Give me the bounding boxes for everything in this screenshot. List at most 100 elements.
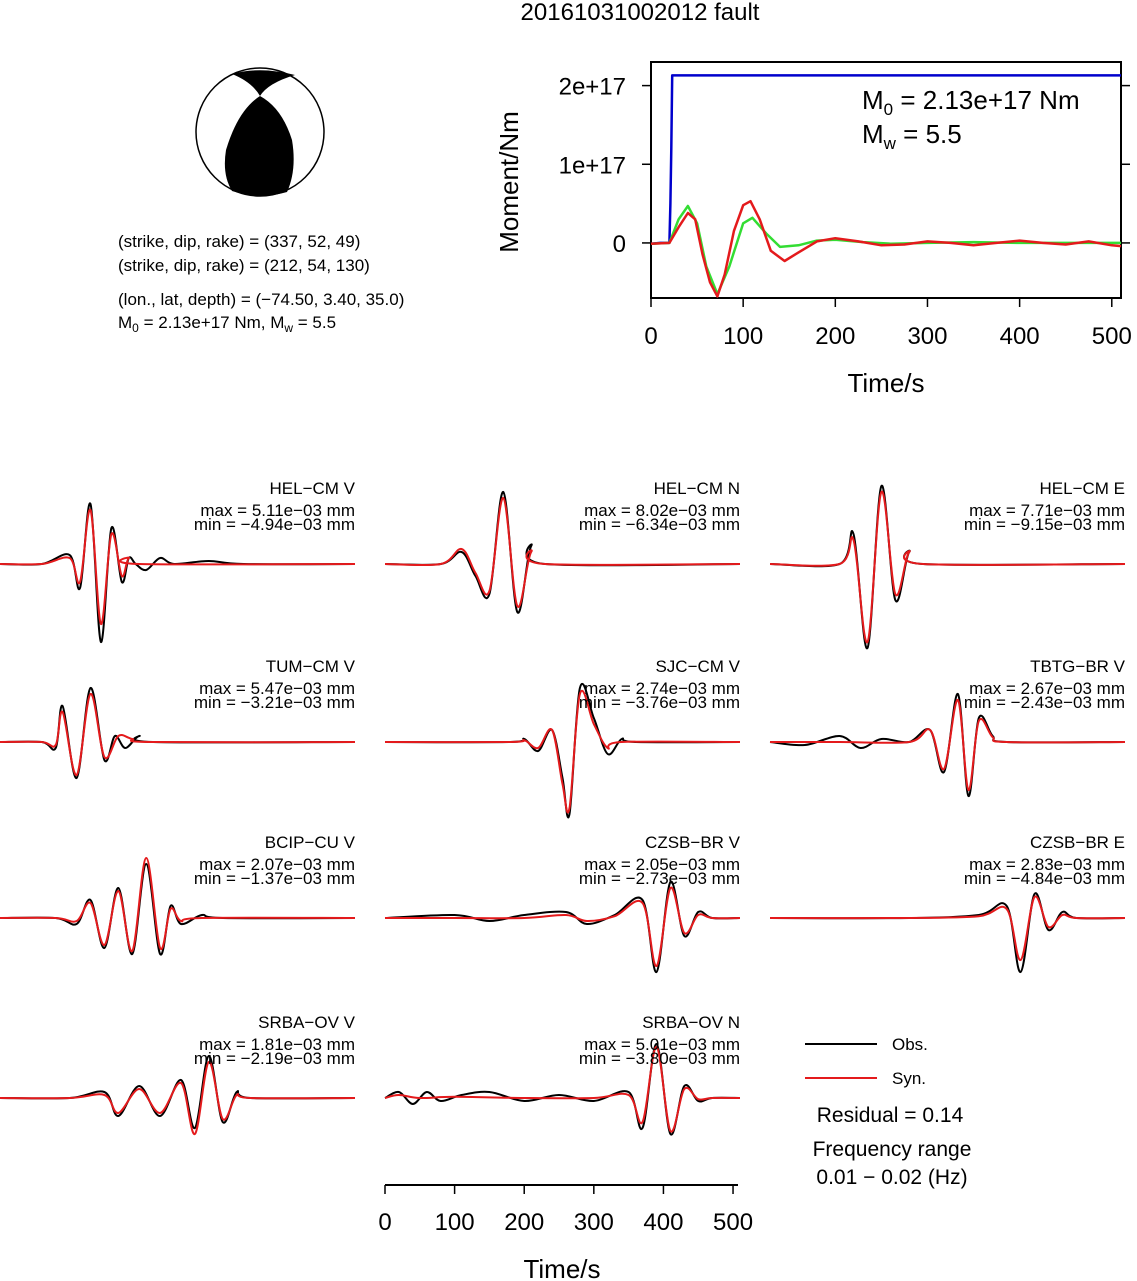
station-name: TUM−CM V [266, 657, 356, 676]
station-min: min = −4.94e−03 mm [194, 515, 355, 534]
synthetic-trace [384, 1045, 741, 1133]
station-name: SRBA−OV N [642, 1013, 740, 1032]
stf-x-tick-label: 100 [723, 323, 763, 350]
station-min: min = −2.73e−03 mm [579, 869, 740, 888]
observed-trace [384, 683, 741, 819]
station-max: max = 1.81e−03 mm [199, 1035, 355, 1054]
synthetic-trace [385, 886, 741, 968]
station-max: max = 2.83e−03 mm [969, 855, 1125, 874]
stf-x-tick-label: 200 [815, 323, 855, 350]
observed-trace [0, 1054, 356, 1130]
stf-y-ticks: 0 1e+17 2e+17 [559, 74, 1130, 258]
station-min: min = −1.37e−03 mm [194, 869, 355, 888]
location-label: (lon., lat, depth) = (−74.50, 3.40, 35.0… [118, 290, 404, 309]
synthetic-trace [769, 698, 1126, 792]
station-name: TBTG−BR V [1030, 657, 1126, 676]
time-axis-label: Time/s [523, 1254, 600, 1281]
plane-1-label: (strike, dip, rake) = (337, 52, 49) [118, 232, 360, 251]
station-max: max = 2.74e−03 mm [584, 679, 740, 698]
time-tick-label: 300 [574, 1209, 614, 1236]
stf-y-tick-label: 1e+17 [559, 152, 626, 179]
time-tick-label: 400 [643, 1209, 683, 1236]
station-max: max = 2.67e−03 mm [969, 679, 1125, 698]
stf-x-ticks: 0 100 200 300 400 500 [644, 298, 1132, 350]
stf-series-2 [650, 199, 1122, 298]
moment-label: M0 = 2.13e+17 Nm, Mw = 5.5 [118, 313, 336, 335]
synthetic-trace [769, 490, 1126, 644]
observed-trace [769, 892, 1126, 974]
stf-m0-annotation: M0 = 2.13e+17 Nm [862, 85, 1080, 119]
station-max: max = 7.71e−03 mm [969, 501, 1125, 520]
mechanism-info: (strike, dip, rake) = (337, 52, 49) (str… [118, 232, 404, 335]
time-tick-label: 100 [435, 1209, 475, 1236]
stf-x-label: Time/s [847, 368, 924, 398]
station-min: min = −6.34e−03 mm [579, 515, 740, 534]
figure-title: 20161031002012 fault [521, 0, 760, 26]
frequency-range-label: Frequency range [813, 1138, 972, 1161]
station-max: max = 5.47e−03 mm [199, 679, 355, 698]
station-min: min = −3.76e−03 mm [579, 693, 740, 712]
stf-x-tick-label: 500 [1092, 323, 1132, 350]
station-max: max = 2.05e−03 mm [584, 855, 740, 874]
station-max: max = 2.07e−03 mm [199, 855, 355, 874]
station-max: max = 5.01e−03 mm [584, 1035, 740, 1054]
stf-series [650, 74, 1122, 298]
beachball-top-lobe [232, 70, 295, 96]
station-name: CZSB−BR E [1030, 833, 1125, 852]
synthetic-trace [384, 689, 741, 814]
station-name: HEL−CM V [270, 479, 356, 498]
station-min: min = −3.21e−03 mm [194, 693, 355, 712]
stf-x-tick-label: 400 [1000, 323, 1040, 350]
station-name: BCIP−CU V [265, 833, 356, 852]
frequency-range-value: 0.01 − 0.02 (Hz) [816, 1166, 967, 1189]
stf-y-tick-label: 2e+17 [559, 74, 626, 101]
station-name: SRBA−OV V [258, 1013, 356, 1032]
stf-y-label: Moment/Nm [494, 111, 524, 253]
station-name: HEL−CM N [654, 479, 740, 498]
station-name: CZSB−BR V [645, 833, 741, 852]
synthetic-trace [0, 1060, 356, 1136]
stf-frame [650, 61, 1122, 299]
synthetic-trace [384, 496, 741, 608]
synthetic-trace [0, 692, 356, 777]
synthetic-trace [0, 508, 356, 626]
waveform-time-axis: 0 100 200 300 400 500 Time/s [378, 1184, 753, 1281]
synthetic-trace [0, 856, 356, 953]
beachball [195, 67, 325, 197]
observed-trace [384, 1042, 741, 1136]
plane-2-label: (strike, dip, rake) = (212, 54, 130) [118, 256, 370, 275]
station-name: SJC−CM V [655, 657, 740, 676]
stf-x-tick-label: 300 [907, 323, 947, 350]
station-min: min = −2.43e−03 mm [964, 693, 1125, 712]
station-min: min = −4.84e−03 mm [964, 869, 1125, 888]
station-min: min = −9.15e−03 mm [964, 515, 1125, 534]
moment-rate-panel: 0 100 200 300 400 500 0 1e+17 2e+17 Time/s Mome… [494, 61, 1132, 398]
station-max: max = 8.02e−03 mm [584, 501, 740, 520]
beachball-main-lobe [224, 96, 294, 196]
time-axis-ticks: 0 100 200 300 400 500 [378, 1185, 753, 1236]
synthetic-trace [769, 895, 1126, 962]
legend-obs-label: Obs. [892, 1035, 928, 1054]
legend: Obs. Syn. Residual = 0.14 Frequency rang… [805, 1035, 971, 1189]
stf-x-tick-label: 0 [644, 323, 657, 350]
observed-trace [384, 880, 741, 974]
station-name: HEL−CM E [1040, 479, 1126, 498]
stf-y-tick-label: 0 [613, 231, 626, 258]
station-max: max = 5.11e−03 mm [200, 501, 355, 520]
observed-trace [0, 502, 356, 644]
stf-mw-annotation: Mw = 5.5 [862, 119, 962, 153]
legend-syn-label: Syn. [892, 1069, 926, 1088]
station-min: min = −2.19e−03 mm [194, 1049, 355, 1068]
station-min: min = −3.80e−03 mm [579, 1049, 740, 1068]
